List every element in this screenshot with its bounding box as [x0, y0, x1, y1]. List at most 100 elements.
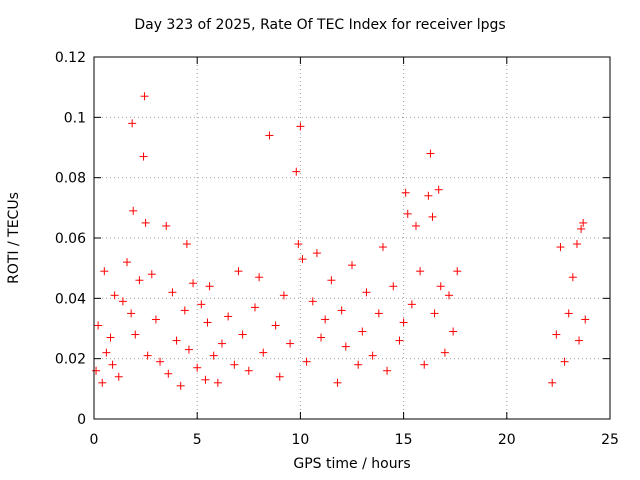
data-point	[434, 185, 443, 194]
data-point	[368, 351, 377, 360]
data-point	[162, 221, 171, 230]
data-point	[184, 345, 193, 354]
data-point	[265, 131, 274, 140]
data-point	[110, 291, 119, 300]
data-point	[294, 240, 303, 249]
data-point	[440, 348, 449, 357]
data-point	[407, 300, 416, 309]
y-tick-label: 0.02	[55, 352, 86, 368]
data-point	[102, 348, 111, 357]
x-tick-label: 5	[193, 432, 202, 448]
data-point	[106, 333, 115, 342]
data-point	[453, 267, 462, 276]
data-point	[362, 288, 371, 297]
data-point	[358, 327, 367, 336]
data-point	[564, 309, 573, 318]
data-point	[108, 360, 117, 369]
data-point	[128, 119, 137, 128]
data-point	[575, 336, 584, 345]
data-point	[205, 282, 214, 291]
data-point	[156, 357, 165, 366]
chart-title: Day 323 of 2025, Rate Of TEC Index for r…	[134, 17, 506, 33]
data-point	[127, 309, 136, 318]
data-point	[383, 366, 392, 375]
data-point	[172, 336, 181, 345]
data-point	[275, 372, 284, 381]
data-point	[230, 360, 239, 369]
data-point	[182, 240, 191, 249]
data-point	[139, 152, 148, 161]
data-point	[189, 279, 198, 288]
data-point	[445, 291, 454, 300]
data-point	[354, 360, 363, 369]
data-point	[341, 342, 350, 351]
x-axis-label: GPS time / hours	[293, 456, 411, 472]
data-point	[271, 321, 280, 330]
data-point	[395, 336, 404, 345]
data-point	[424, 191, 433, 200]
data-point	[118, 297, 127, 306]
data-point	[401, 188, 410, 197]
data-point	[560, 357, 569, 366]
data-point	[92, 366, 101, 375]
data-point	[577, 224, 586, 233]
data-point	[420, 360, 429, 369]
data-point	[317, 333, 326, 342]
data-point	[135, 276, 144, 285]
data-point	[129, 206, 138, 215]
data-point	[114, 372, 123, 381]
y-tick-label: 0.08	[55, 171, 86, 187]
data-point	[296, 122, 305, 131]
data-point	[449, 327, 458, 336]
data-point	[201, 375, 210, 384]
data-point	[141, 218, 150, 227]
x-tick-label: 15	[395, 432, 413, 448]
data-point	[312, 249, 321, 258]
data-point	[428, 212, 437, 221]
data-point	[147, 270, 156, 279]
data-point	[224, 312, 233, 321]
data-point	[374, 309, 383, 318]
plot-frame	[93, 56, 611, 420]
y-tick-label: 0.12	[55, 50, 86, 66]
data-point	[234, 267, 243, 276]
data-point	[213, 378, 222, 387]
data-point	[581, 315, 590, 324]
data-point	[250, 303, 259, 312]
x-tick-label: 0	[90, 432, 99, 448]
data-point	[164, 369, 173, 378]
data-point	[131, 330, 140, 339]
data-point	[176, 381, 185, 390]
y-tick-label: 0.04	[55, 291, 86, 307]
data-point	[436, 282, 445, 291]
data-point	[140, 92, 149, 101]
data-point	[286, 339, 295, 348]
data-point	[279, 291, 288, 300]
data-point	[552, 330, 561, 339]
data-point	[98, 378, 107, 387]
data-point	[378, 243, 387, 252]
data-point	[292, 167, 301, 176]
data-point	[430, 309, 439, 318]
data-point	[348, 261, 356, 270]
data-point	[308, 297, 317, 306]
data-point	[197, 300, 206, 309]
y-axis-label: ROTI / TECUs	[6, 192, 22, 284]
y-tick-label: 0	[77, 412, 86, 428]
data-point	[151, 315, 160, 324]
x-tick-label: 20	[498, 432, 516, 448]
data-point	[238, 330, 247, 339]
data-point	[568, 273, 577, 282]
data-point	[302, 357, 311, 366]
data-point	[579, 218, 588, 227]
data-point	[321, 315, 330, 324]
data-point	[143, 351, 152, 360]
data-point	[572, 240, 581, 249]
data-point	[337, 306, 346, 315]
data-point	[416, 267, 425, 276]
data-point	[255, 273, 264, 282]
data-point	[548, 378, 557, 387]
data-point	[556, 243, 565, 252]
data-point	[403, 209, 412, 218]
